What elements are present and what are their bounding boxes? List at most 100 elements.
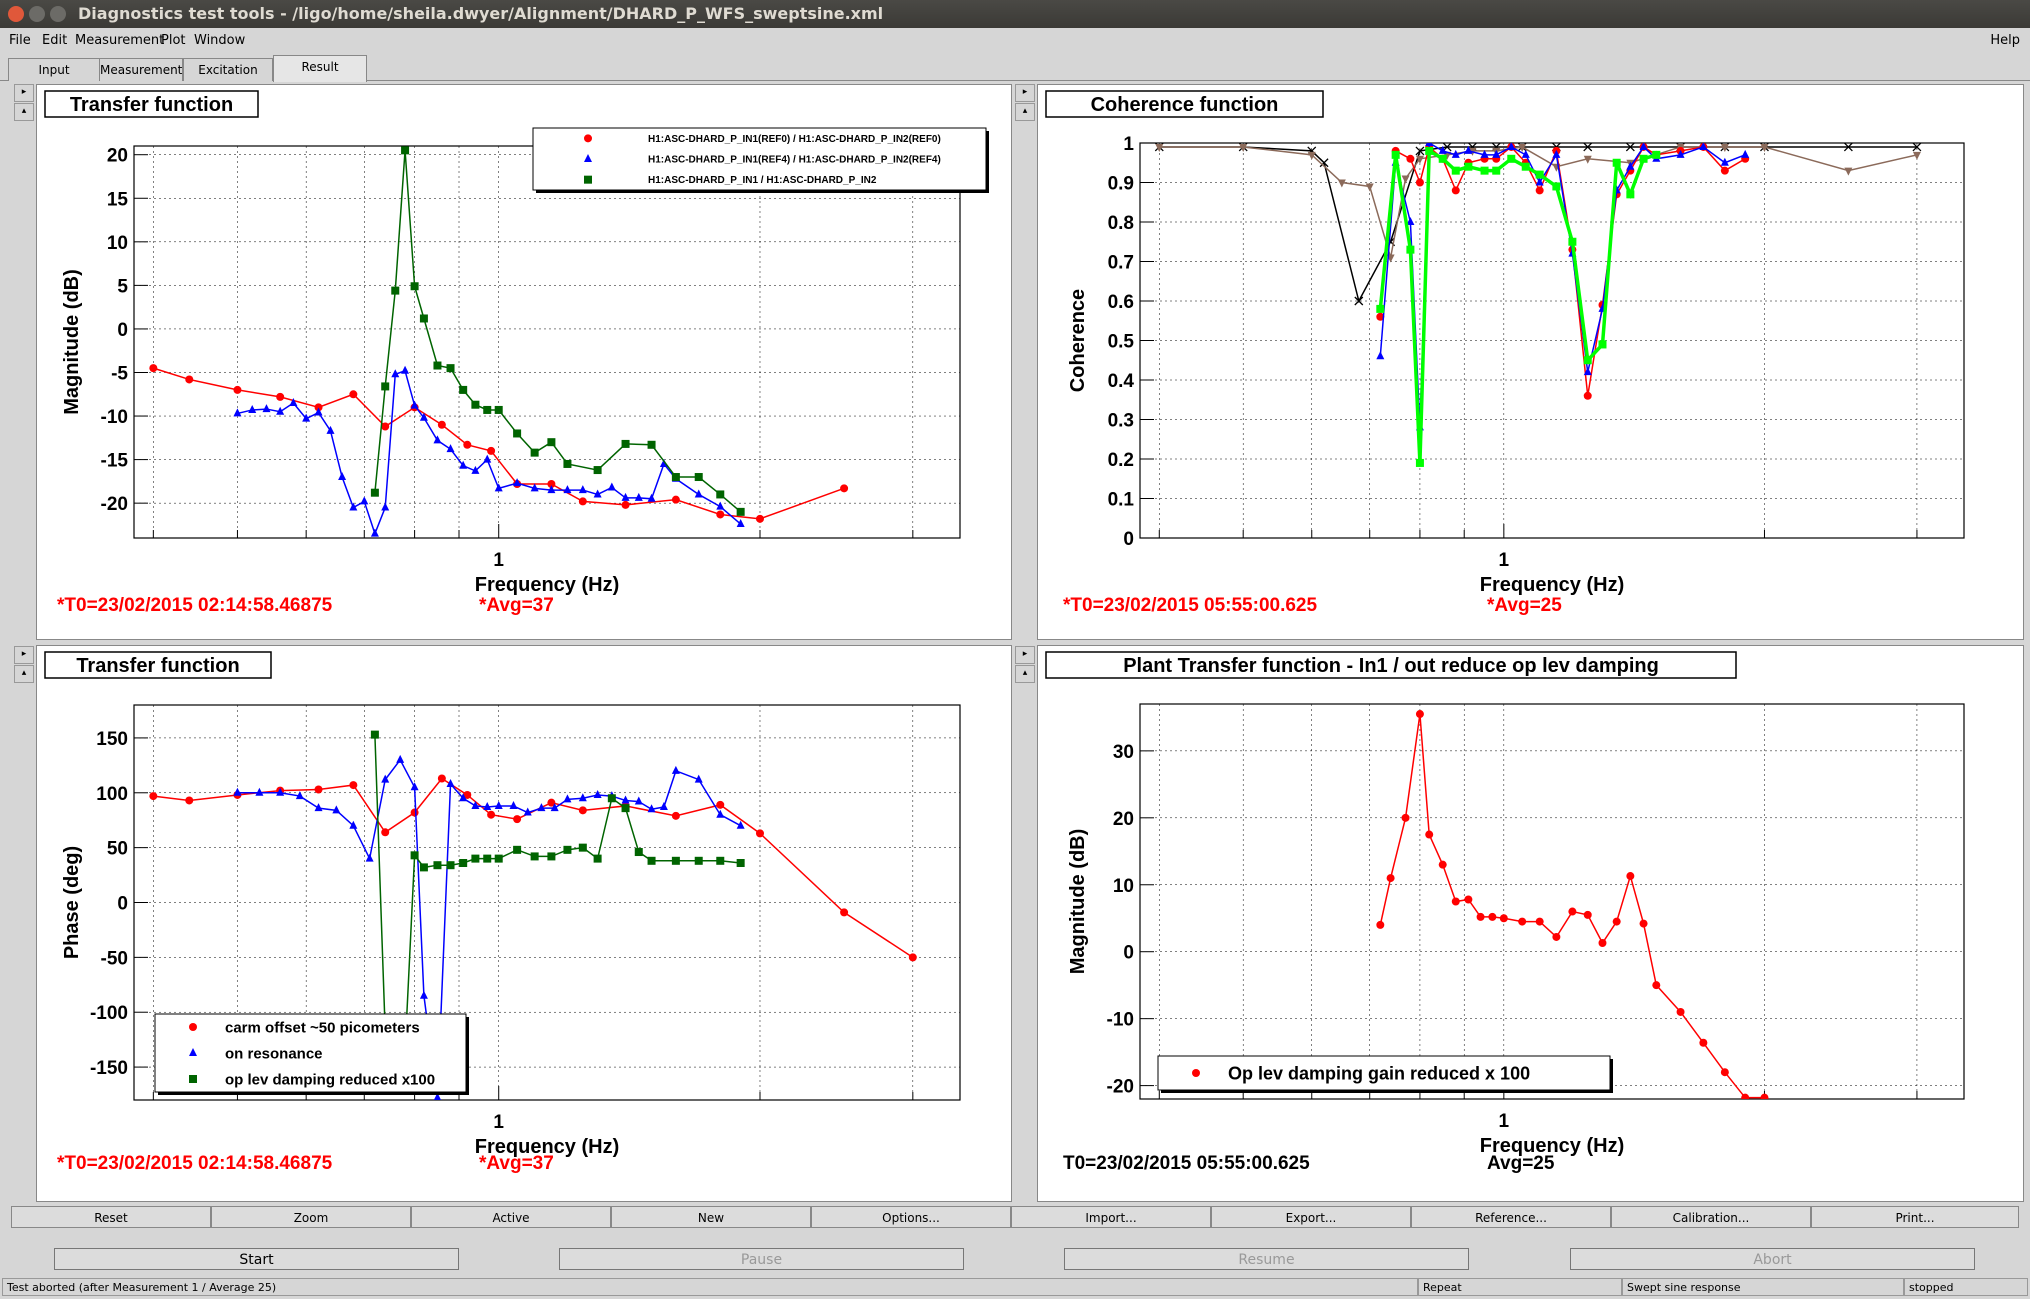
panel-scroll-right-icon[interactable]: ▸ xyxy=(14,646,34,664)
data-point xyxy=(1425,146,1434,155)
reset-button[interactable]: Reset xyxy=(11,1206,211,1228)
new-button[interactable]: New xyxy=(611,1206,811,1228)
menu-help[interactable]: Help xyxy=(1990,33,2020,48)
data-point xyxy=(1760,1093,1769,1099)
options-button[interactable]: Options... xyxy=(811,1206,1011,1228)
data-point xyxy=(1464,145,1473,154)
data-point xyxy=(1415,146,1425,156)
data-point xyxy=(1425,830,1434,839)
panel-scroll-right-icon[interactable]: ▸ xyxy=(14,84,34,102)
data-point xyxy=(1583,391,1592,400)
y-tick-label: 100 xyxy=(96,784,128,805)
import-button[interactable]: Import... xyxy=(1011,1206,1211,1228)
y-tick-label: 0.3 xyxy=(1108,411,1134,432)
data-point xyxy=(736,859,745,867)
calibration-button[interactable]: Calibration... xyxy=(1611,1206,1811,1228)
transfer-magnitude-plot[interactable]: Transfer function 20 15 10 5 0 -5 -10 -15 -20 1 Fre… xyxy=(37,85,1011,639)
data-point xyxy=(1720,1068,1729,1077)
maximize-icon[interactable] xyxy=(50,6,66,22)
data-point xyxy=(755,829,764,838)
data-point xyxy=(621,492,630,501)
tab-result[interactable]: Result xyxy=(273,55,367,82)
plot-title: Transfer function xyxy=(70,94,233,116)
active-button[interactable]: Active xyxy=(411,1206,611,1228)
plot-panel-top-right[interactable]: Coherence function 1 0.9 0.8 0.7 0.6 0.5 0.4 0.3… xyxy=(1037,84,2024,640)
tab-excitation[interactable]: Excitation xyxy=(183,58,273,81)
data-point xyxy=(1639,154,1648,163)
data-point xyxy=(537,803,546,812)
pause-button[interactable]: Pause xyxy=(559,1248,964,1270)
data-point xyxy=(634,796,643,805)
menu-window[interactable]: Window xyxy=(194,33,246,48)
y-tick-label: 150 xyxy=(96,729,128,750)
series-2 xyxy=(370,146,745,516)
data-point xyxy=(1438,860,1447,869)
x-axis-label: Frequency (Hz) xyxy=(1480,1135,1624,1157)
abort-button[interactable]: Abort xyxy=(1570,1248,1975,1270)
menu-file[interactable]: File xyxy=(9,33,31,48)
data-point xyxy=(1492,149,1501,158)
plot-title-box xyxy=(44,90,259,118)
data-point xyxy=(1464,895,1473,904)
transfer-phase-plot[interactable]: Transfer function 150 100 50 0 -50 -100 -150 1 Fr… xyxy=(37,646,1011,1201)
close-icon[interactable] xyxy=(8,6,24,22)
window-title: Diagnostics test tools - /ligo/home/shei… xyxy=(78,4,884,23)
x-tick-label: 1 xyxy=(1499,550,1510,571)
panel-scroll-up-icon[interactable]: ▴ xyxy=(1015,103,1035,121)
data-point xyxy=(185,375,194,384)
data-point xyxy=(1583,356,1592,365)
data-point xyxy=(1438,145,1447,154)
export-button[interactable]: Export... xyxy=(1211,1206,1411,1228)
data-point xyxy=(370,730,379,739)
data-point xyxy=(381,422,390,431)
data-point xyxy=(1625,143,1635,152)
data-point xyxy=(1406,217,1415,225)
start-button[interactable]: Start xyxy=(54,1248,459,1270)
panel-scroll-right-icon[interactable]: ▸ xyxy=(1015,84,1035,102)
menu-measurement[interactable]: Measurement xyxy=(75,33,165,48)
data-point xyxy=(471,854,480,863)
data-point xyxy=(332,805,341,814)
data-point xyxy=(433,361,442,370)
data-point xyxy=(563,794,572,803)
minimize-icon[interactable] xyxy=(29,6,45,22)
coherence-plot[interactable]: Coherence function 1 0.9 0.8 0.7 0.6 0.5 0.4 0.3… xyxy=(1038,85,2023,639)
tab-input[interactable]: Input xyxy=(8,58,100,81)
data-point xyxy=(1760,143,1769,152)
panel-scroll-right-icon[interactable]: ▸ xyxy=(1015,646,1035,664)
data-point xyxy=(1552,149,1561,158)
data-point xyxy=(1192,1069,1200,1077)
data-point xyxy=(563,459,572,468)
panel-scroll-up-icon[interactable]: ▴ xyxy=(14,103,34,121)
data-point xyxy=(401,365,410,374)
reference-button[interactable]: Reference... xyxy=(1411,1206,1611,1228)
plot-panel-bottom-left[interactable]: Transfer function 150 100 50 0 -50 -100 -150 1 Fr… xyxy=(36,645,1012,1202)
plot-panel-top-left[interactable]: Transfer function 20 15 10 5 0 -5 -10 -15 -20 1 Fre… xyxy=(36,84,1012,640)
y-tick-label: -10 xyxy=(101,407,128,428)
plot-frame xyxy=(133,145,961,539)
menu-edit[interactable]: Edit xyxy=(42,33,68,48)
panel-scroll-up-icon[interactable]: ▴ xyxy=(1015,665,1035,683)
data-point xyxy=(1376,920,1385,929)
panel-scroll-up-icon[interactable]: ▴ xyxy=(14,665,34,683)
data-point xyxy=(433,861,442,870)
data-point xyxy=(1720,143,1729,152)
data-point xyxy=(1401,813,1410,822)
y-tick-label: 10 xyxy=(1113,876,1134,897)
menu-plot[interactable]: Plot xyxy=(161,33,186,48)
tab-measurement[interactable]: Measurement xyxy=(99,58,183,81)
zoom-button[interactable]: Zoom xyxy=(211,1206,411,1228)
print-button[interactable]: Print... xyxy=(1811,1206,2019,1228)
data-point xyxy=(471,400,480,409)
data-point xyxy=(446,861,455,870)
data-point xyxy=(593,854,602,863)
plot-panel-bottom-right[interactable]: Plant Transfer function - In1 / out redu… xyxy=(1037,645,2024,1202)
data-point xyxy=(1451,166,1460,175)
data-point xyxy=(736,507,745,516)
data-point xyxy=(1912,151,1921,160)
resume-button[interactable]: Resume xyxy=(1064,1248,1469,1270)
data-point xyxy=(1720,166,1729,175)
plant-transfer-plot[interactable]: Plant Transfer function - In1 / out redu… xyxy=(1038,646,2023,1201)
data-point xyxy=(410,851,419,860)
y-axis-label: Coherence xyxy=(1067,289,1089,392)
